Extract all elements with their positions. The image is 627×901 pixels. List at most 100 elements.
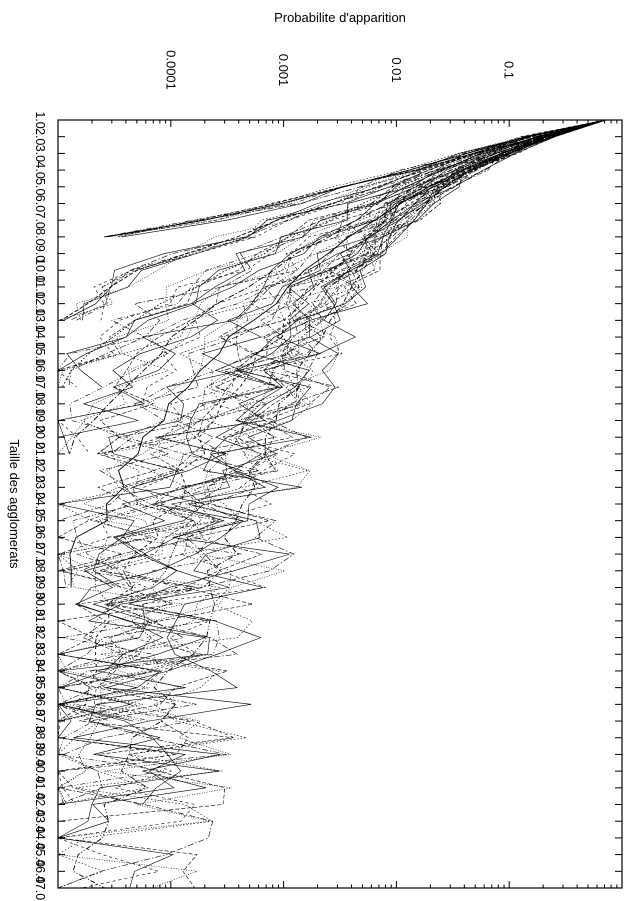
- size-tick-label: 7.0: [33, 211, 47, 228]
- size-tick-label: 9.0: [33, 245, 47, 262]
- size-tick-label: 15.0: [33, 342, 47, 366]
- size-tick-label: 39.0: [33, 742, 47, 766]
- size-tick-label: 14.0: [33, 325, 47, 349]
- series-line: [118, 119, 606, 238]
- series-line: [57, 119, 606, 454]
- series-line: [57, 119, 606, 805]
- size-tick-label: 33.0: [33, 642, 47, 666]
- size-tick-label: 1.0: [33, 111, 47, 128]
- size-tick-label: 47.0: [33, 876, 47, 900]
- series-line: [69, 119, 606, 321]
- series-line: [57, 119, 606, 388]
- size-tick-label: 21.0: [33, 442, 47, 466]
- size-tick-label: 27.0: [33, 542, 47, 566]
- series-line: [57, 119, 606, 889]
- series-line: [57, 119, 606, 889]
- series-line: [57, 119, 606, 805]
- size-tick-label: 29.0: [33, 575, 47, 599]
- size-tick-label: 16.0: [33, 358, 47, 382]
- series-line: [57, 119, 606, 454]
- series-line: [97, 119, 606, 455]
- series-line: [56, 119, 606, 722]
- size-tick-label: 38.0: [33, 726, 47, 750]
- x-axis-title: Taille des agglomerats: [7, 439, 22, 569]
- size-tick-label: 4.0: [33, 161, 47, 178]
- size-tick-label: 5.0: [33, 178, 47, 195]
- series-line: [115, 119, 606, 238]
- series-line: [63, 119, 606, 321]
- size-tick-label: 24.0: [33, 492, 47, 516]
- size-tick-label: 3.0: [33, 145, 47, 162]
- size-tick-label: 6.0: [33, 195, 47, 212]
- size-tick-label: 46.0: [33, 859, 47, 883]
- series-line: [57, 119, 606, 588]
- series-layer: [56, 119, 607, 889]
- series-line: [57, 119, 606, 805]
- size-tick-label: 30.0: [33, 592, 47, 616]
- series-line: [106, 119, 606, 238]
- size-tick-label: 42.0: [33, 792, 47, 816]
- size-tick-label: 40.0: [33, 759, 47, 783]
- series-line: [57, 119, 606, 321]
- size-tick-label: 22.0: [33, 458, 47, 482]
- series-line: [57, 119, 606, 722]
- probability-tick-label: 0.001: [276, 54, 291, 87]
- size-tick-label: 44.0: [33, 826, 47, 850]
- series-line: [57, 119, 606, 805]
- series-line: [57, 119, 606, 455]
- series-line: [57, 119, 606, 388]
- series-line: [80, 119, 606, 455]
- series-line: [57, 119, 606, 805]
- size-tick-label: 31.0: [33, 609, 47, 633]
- series-line: [57, 119, 606, 888]
- size-tick-label: 20.0: [33, 425, 47, 449]
- series-line: [57, 119, 607, 805]
- plot-frame: [57, 119, 623, 889]
- size-tick-label: 36.0: [33, 692, 47, 716]
- size-tick-label: 12.0: [33, 291, 47, 315]
- size-tick-label: 18.0: [33, 392, 47, 416]
- series-line: [93, 119, 606, 321]
- series-line: [66, 119, 606, 388]
- series-line: [58, 119, 606, 722]
- series-line: [57, 119, 606, 388]
- size-tick-label: 26.0: [33, 525, 47, 549]
- size-tick-label: 37.0: [33, 709, 47, 733]
- size-tick-label: 2.0: [33, 128, 47, 145]
- axis-layer: 0.0001 0.001 0.01 0.1 1.02.03.04.05.06.07.08…: [33, 50, 622, 900]
- size-tick-label: 41.0: [33, 776, 47, 800]
- series-line: [57, 119, 606, 588]
- series-line: [76, 119, 606, 321]
- size-tick-label: 32.0: [33, 625, 47, 649]
- series-line: [82, 119, 606, 321]
- size-tick-label: 43.0: [33, 809, 47, 833]
- size-tick-label: 45.0: [33, 842, 47, 866]
- size-tick-label: 23.0: [33, 475, 47, 499]
- size-tick-label: 35.0: [33, 675, 47, 699]
- series-line: [68, 119, 607, 455]
- series-line: [57, 119, 607, 722]
- probability-tick-label: 0.1: [502, 61, 517, 79]
- size-tick-label: 19.0: [33, 408, 47, 432]
- series-line: [68, 119, 606, 388]
- series-line: [72, 119, 607, 889]
- size-tick-label: 28.0: [33, 559, 47, 583]
- size-tick-label: 11.0: [33, 275, 47, 298]
- series-line: [57, 119, 606, 588]
- series-line: [57, 119, 606, 388]
- probability-tick-label: 0.01: [389, 57, 404, 82]
- series-line: [57, 119, 606, 805]
- probability-tick-label: 0.0001: [163, 50, 178, 90]
- series-line: [57, 119, 606, 722]
- size-tick-label: 8.0: [33, 228, 47, 245]
- series-line: [57, 119, 606, 805]
- series-line: [57, 119, 606, 388]
- series-line: [69, 119, 606, 455]
- series-line: [72, 119, 606, 588]
- series-line: [57, 119, 606, 722]
- series-line: [57, 119, 606, 889]
- series-line: [76, 119, 606, 321]
- series-line: [56, 119, 606, 588]
- size-tick-label: 34.0: [33, 659, 47, 683]
